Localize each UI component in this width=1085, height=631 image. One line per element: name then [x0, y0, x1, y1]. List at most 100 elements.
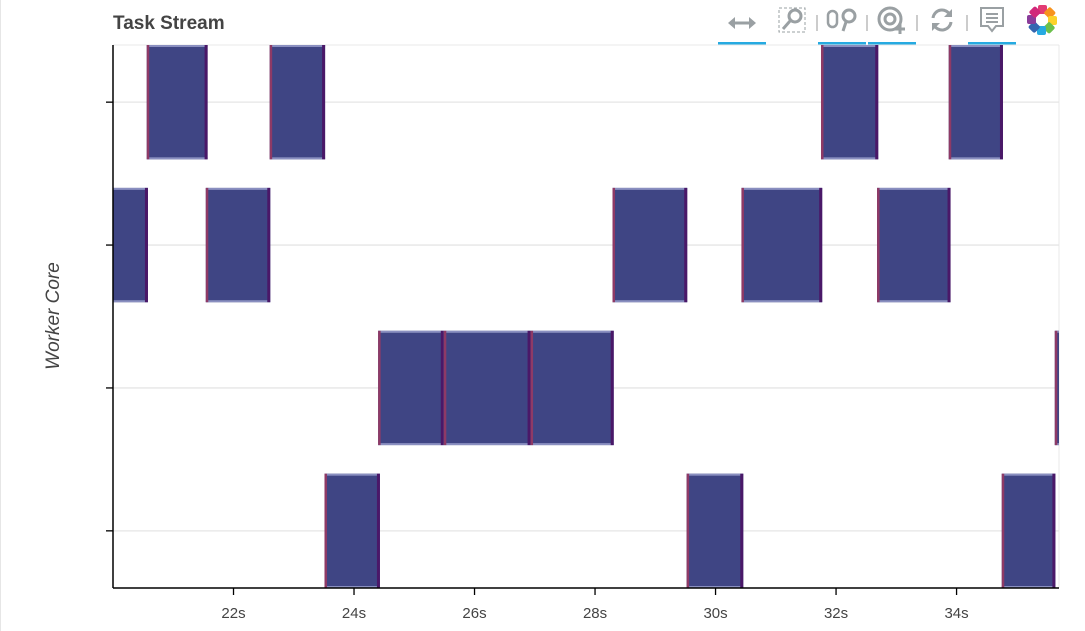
x-tick-label: 28s — [583, 605, 607, 622]
task-left-edge — [269, 45, 273, 160]
task-rect — [146, 45, 208, 160]
task-bottom-edge — [205, 300, 271, 303]
task-rect — [741, 187, 823, 303]
task-bottom-edge — [146, 157, 208, 160]
task-left-edge — [948, 45, 952, 160]
task-rect — [1001, 473, 1056, 588]
task-top-edge — [877, 187, 951, 190]
task-rect — [205, 187, 271, 303]
task-left-edge — [443, 330, 447, 446]
task-left-edge — [877, 187, 880, 303]
task-right-edge — [267, 187, 271, 303]
task-rect — [686, 473, 744, 588]
task-bar — [146, 45, 208, 160]
task-bottom-edge — [443, 443, 531, 446]
task-top-edge — [113, 187, 148, 190]
task-bottom-edge — [113, 300, 148, 303]
task-top-edge — [324, 473, 380, 476]
task-left-edge — [530, 330, 534, 446]
task-bottom-edge — [741, 300, 823, 303]
wheel-zoom-icon — [825, 6, 859, 40]
task-right-edge — [204, 45, 208, 160]
task-rect — [612, 187, 688, 303]
task-top-edge — [820, 45, 879, 47]
task-right-edge — [610, 330, 614, 446]
task-bar — [877, 187, 951, 303]
horizontal-arrows-icon — [727, 10, 757, 36]
zoom-in-icon — [876, 4, 908, 42]
x-tick-label: 32s — [824, 605, 848, 622]
bokeh-logo[interactable] — [1017, 1, 1067, 45]
task-bar — [324, 473, 380, 588]
wheel-zoom-tool[interactable] — [817, 1, 867, 45]
task-bar — [269, 45, 326, 160]
task-top-edge — [146, 45, 208, 47]
bokeh-logo-icon — [1026, 4, 1058, 42]
task-right-edge — [999, 45, 1003, 160]
task-bar — [378, 330, 444, 446]
xpan-tool[interactable] — [717, 1, 767, 45]
task-left-edge — [378, 330, 381, 446]
toolbar — [717, 0, 1067, 46]
task-bottom-edge — [877, 300, 951, 303]
task-left-edge — [1054, 330, 1058, 446]
task-rect — [877, 187, 951, 303]
x-tick-label: 30s — [703, 605, 727, 622]
reset-tool[interactable] — [917, 1, 967, 45]
task-rect — [324, 473, 380, 588]
x-tick-label: 26s — [462, 605, 486, 622]
task-bar — [205, 187, 271, 303]
task-right-edge — [527, 330, 531, 446]
task-rect — [948, 45, 1003, 160]
task-top-edge — [741, 187, 823, 190]
task-left-edge — [741, 187, 744, 303]
reset-icon — [927, 5, 957, 41]
task-left-edge — [612, 187, 616, 303]
task-bar — [113, 187, 148, 303]
task-top-edge — [612, 187, 688, 190]
task-right-edge — [740, 473, 744, 588]
task-bottom-edge — [378, 443, 444, 446]
task-top-edge — [269, 45, 326, 47]
task-bar — [443, 330, 531, 446]
task-bar — [686, 473, 744, 588]
task-top-edge — [443, 330, 531, 333]
task-left-edge — [686, 473, 690, 588]
task-right-edge — [376, 473, 380, 588]
task-bar — [1001, 473, 1056, 588]
task-left-edge — [1001, 473, 1005, 588]
task-bottom-edge — [269, 157, 326, 160]
box-zoom-tool[interactable] — [767, 1, 817, 45]
task-bottom-edge — [612, 300, 688, 303]
task-right-edge — [440, 330, 444, 446]
task-left-edge — [146, 45, 150, 160]
task-left-edge — [820, 45, 824, 160]
zoom-in-tool[interactable] — [867, 1, 917, 45]
task-bottom-edge — [820, 157, 879, 160]
x-tick-label: 24s — [342, 605, 366, 622]
hover-tool[interactable] — [967, 1, 1017, 45]
task-bottom-edge — [948, 157, 1003, 160]
task-bottom-edge — [530, 443, 614, 446]
task-bar — [820, 45, 879, 160]
x-tick-label: 22s — [221, 605, 245, 622]
task-right-edge — [1052, 473, 1056, 588]
task-bar — [530, 330, 614, 446]
task-right-edge — [1062, 331, 1065, 445]
task-rect — [820, 45, 879, 160]
x-tick-label: 34s — [944, 605, 968, 622]
task-bar — [1054, 330, 1065, 446]
toolbar-separator — [916, 15, 918, 31]
task-right-edge — [947, 187, 951, 303]
task-bars — [113, 45, 1065, 588]
tooltip-icon — [978, 5, 1006, 41]
task-right-edge — [144, 187, 148, 303]
chart-title: Task Stream — [113, 13, 225, 34]
task-rect — [443, 330, 531, 446]
task-top-edge — [530, 330, 614, 333]
task-rect — [530, 330, 614, 446]
toolbar-separator — [966, 15, 968, 31]
box-zoom-icon — [777, 5, 807, 41]
